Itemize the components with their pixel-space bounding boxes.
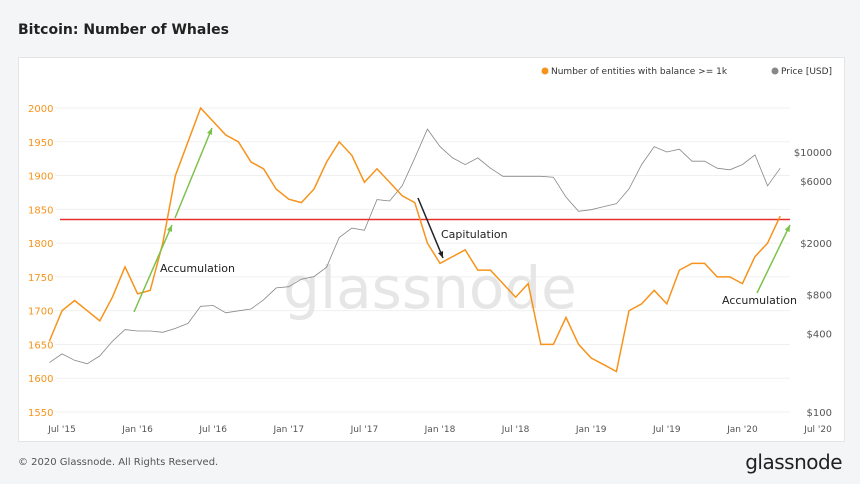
- x-tick: Jan '18: [424, 425, 456, 435]
- y-right-tick: $2000: [800, 239, 832, 250]
- accumulation-arrow-3-head: [784, 225, 790, 232]
- legend-marker-price: [771, 67, 779, 75]
- y-left-tick: 1850: [28, 205, 53, 216]
- x-tick: Jan '19: [575, 425, 607, 435]
- y-right-tick: $6000: [800, 177, 832, 188]
- x-tick: Jul '16: [198, 425, 227, 435]
- y-right-tick: $10000: [794, 148, 832, 159]
- y-left-tick: 1700: [28, 307, 53, 318]
- x-tick: Jan '16: [121, 425, 153, 435]
- y-right-tick: $800: [807, 291, 832, 302]
- legend-price: Price [USD]: [781, 67, 832, 77]
- accumulation-arrow-3: [756, 224, 791, 294]
- y-right-tick: $100: [807, 408, 832, 419]
- legend-marker-whales: [541, 67, 549, 75]
- y-right-tick: $400: [807, 330, 832, 341]
- y-left-tick: 1750: [28, 273, 53, 284]
- copyright: © 2020 Glassnode. All Rights Reserved.: [18, 457, 219, 468]
- legend-whales: Number of entities with balance >= 1k: [551, 67, 728, 77]
- accumulation-arrow-2-head: [207, 128, 213, 135]
- chart-title: Bitcoin: Number of Whales: [18, 22, 229, 38]
- watermark: glassnode: [283, 254, 577, 322]
- price-line: [49, 128, 781, 365]
- capitulation-arrow-head: [438, 251, 444, 258]
- y-left-tick: 1550: [28, 408, 53, 419]
- x-tick: Jan '20: [726, 425, 758, 435]
- x-tick: Jul '18: [501, 425, 530, 435]
- y-left-tick: 2000: [28, 104, 53, 115]
- accumulation-arrow-1: [133, 224, 173, 313]
- x-tick: Jul '19: [652, 425, 681, 435]
- y-left-tick: 1900: [28, 172, 53, 183]
- annotation-capitulation: Capitulation: [441, 228, 508, 241]
- brand-logo: glassnode: [745, 450, 842, 474]
- whales-line: [48, 106, 781, 373]
- accumulation-arrow-2: [174, 127, 213, 219]
- accumulation-arrow-1-head: [166, 225, 172, 232]
- capitulation-arrow: [417, 197, 444, 259]
- y-left-tick: 1600: [28, 374, 53, 385]
- y-left-tick: 1800: [28, 239, 53, 250]
- y-left-tick: 1650: [28, 340, 53, 351]
- x-tick: Jan '17: [272, 425, 304, 435]
- y-left-tick: 1950: [28, 138, 53, 149]
- x-tick: Jul '17: [350, 425, 379, 435]
- x-tick: Jul '20: [803, 425, 832, 435]
- x-tick: Jul '15: [47, 425, 76, 435]
- annotation-accumulation-2: Accumulation: [722, 294, 797, 307]
- annotation-accumulation-1: Accumulation: [160, 262, 235, 275]
